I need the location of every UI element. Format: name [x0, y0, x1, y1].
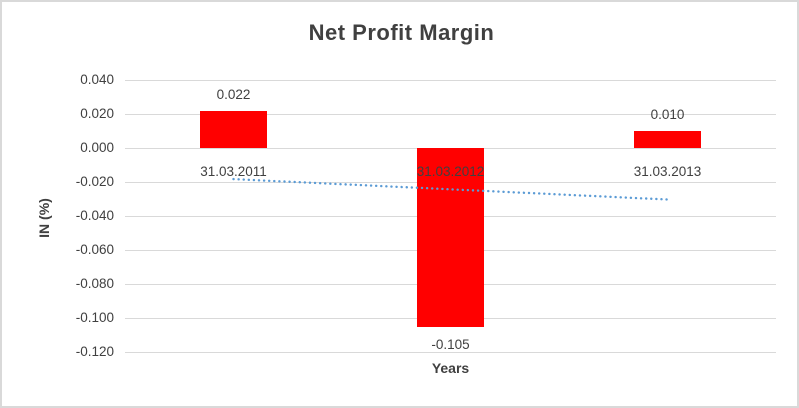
gridline: [125, 113, 776, 115]
y-tick-label: 0.040: [80, 72, 114, 87]
x-axis-title: Years: [431, 360, 470, 376]
y-tick-label: 0.020: [80, 106, 114, 121]
trendline[interactable]: [232, 177, 669, 201]
category-label: 31.03.2012: [416, 164, 485, 179]
y-tick-label: -0.120: [75, 344, 114, 359]
chart-title: Net Profit Margin: [308, 20, 495, 45]
y-tick-label: -0.100: [75, 310, 114, 325]
y-tick-label: -0.020: [75, 174, 114, 189]
gridline: [125, 79, 776, 81]
bar[interactable]: [634, 131, 701, 148]
category-label: 31.03.2013: [633, 164, 702, 179]
y-tick-label: -0.060: [75, 242, 114, 257]
bar[interactable]: [200, 110, 267, 148]
data-label: -0.105: [431, 336, 470, 352]
gridline: [125, 351, 776, 353]
bar[interactable]: [417, 148, 484, 327]
y-tick-label: 0.000: [80, 140, 114, 155]
category-label: 31.03.2011: [200, 164, 267, 179]
y-tick-label: -0.080: [75, 276, 114, 291]
data-label: 0.022: [216, 86, 251, 102]
y-tick-label: -0.040: [75, 208, 114, 223]
data-label: 0.010: [650, 107, 685, 122]
